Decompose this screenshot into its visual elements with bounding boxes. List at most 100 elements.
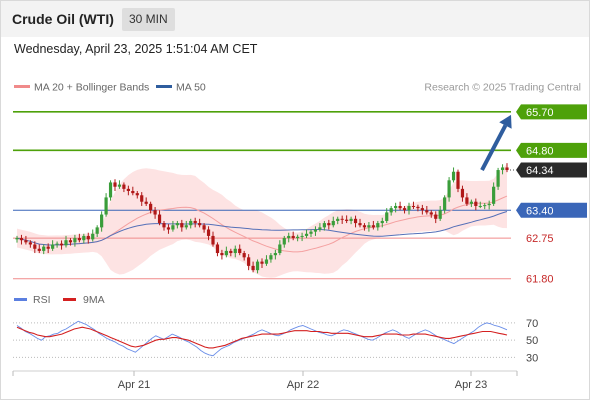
candle bbox=[126, 188, 130, 191]
candle bbox=[460, 188, 465, 198]
level-label-current: 64.34 bbox=[526, 165, 554, 177]
candle bbox=[483, 205, 487, 207]
candle bbox=[438, 210, 442, 219]
ma50-legend-swatch bbox=[156, 85, 172, 88]
level-tag-resistance bbox=[516, 142, 587, 158]
candle bbox=[500, 167, 505, 171]
candle bbox=[233, 248, 237, 254]
candle bbox=[296, 236, 300, 239]
rsi-tick-label: 50 bbox=[526, 335, 538, 347]
price-panel: 65.70 64.80 64.34 63.40 62.75 61.80 bbox=[13, 104, 587, 286]
candle bbox=[171, 225, 175, 230]
candle bbox=[505, 167, 509, 171]
candle bbox=[166, 227, 171, 230]
candle bbox=[19, 238, 24, 241]
candle bbox=[394, 205, 398, 209]
candle bbox=[411, 205, 416, 207]
candle bbox=[184, 225, 188, 228]
candle bbox=[345, 219, 349, 221]
candle bbox=[82, 235, 86, 241]
candle bbox=[340, 218, 344, 220]
candle bbox=[64, 240, 68, 246]
candle bbox=[416, 206, 420, 209]
candle bbox=[425, 210, 429, 213]
candle bbox=[492, 186, 496, 204]
bollinger-band bbox=[17, 164, 507, 278]
candle bbox=[224, 250, 228, 256]
candle bbox=[443, 197, 447, 211]
x-tick-label: Apr 22 bbox=[287, 379, 319, 391]
candle bbox=[117, 184, 122, 187]
candle bbox=[478, 205, 482, 207]
candle bbox=[162, 223, 166, 228]
header-bar: Crude Oil (WTI) 30 MIN bbox=[1, 1, 589, 37]
candle bbox=[447, 180, 451, 198]
forecast-arrow-shaft bbox=[480, 124, 508, 171]
candle bbox=[189, 220, 193, 226]
candle bbox=[487, 203, 491, 206]
x-axis: Apr 21 Apr 22 Apr 23 bbox=[12, 371, 518, 391]
candle bbox=[153, 210, 157, 215]
candle bbox=[149, 203, 153, 211]
candle bbox=[193, 220, 197, 224]
candle bbox=[278, 244, 282, 254]
level-label-target: 65.70 bbox=[526, 107, 554, 119]
candle bbox=[291, 235, 295, 239]
candle bbox=[300, 235, 304, 237]
ma20-legend-swatch bbox=[14, 85, 30, 88]
rsi-legend-swatch bbox=[14, 298, 27, 301]
candle bbox=[336, 218, 340, 221]
candle bbox=[287, 235, 291, 239]
candle bbox=[313, 229, 318, 232]
rsi-panel: 30 50 70 bbox=[13, 318, 538, 364]
candle bbox=[434, 214, 438, 219]
candle bbox=[264, 259, 269, 264]
candle bbox=[429, 212, 433, 215]
timeframe-badge[interactable]: 30 MIN bbox=[122, 8, 175, 31]
rsi-line bbox=[16, 320, 508, 357]
candle bbox=[242, 253, 246, 258]
x-tick-label: Apr 21 bbox=[118, 379, 150, 391]
candle bbox=[229, 250, 233, 254]
candle bbox=[353, 218, 358, 224]
candle bbox=[371, 225, 375, 228]
candle bbox=[255, 261, 260, 271]
candle bbox=[122, 184, 126, 189]
level-tag-target bbox=[516, 104, 587, 120]
candle bbox=[206, 229, 211, 236]
candle bbox=[55, 243, 59, 245]
level-tag-pivot bbox=[516, 202, 587, 218]
candle bbox=[389, 208, 393, 213]
candle bbox=[367, 225, 371, 228]
candle bbox=[318, 227, 322, 230]
candle bbox=[251, 265, 255, 271]
candle bbox=[144, 201, 148, 204]
candle bbox=[46, 246, 50, 249]
candle bbox=[260, 261, 264, 264]
candle bbox=[202, 225, 206, 230]
level-tag-current bbox=[516, 162, 587, 178]
candle bbox=[86, 235, 90, 240]
candle bbox=[42, 246, 46, 251]
candle bbox=[15, 238, 19, 240]
candle bbox=[474, 201, 478, 206]
candle bbox=[59, 243, 64, 246]
ma20-legend-label: MA 20 + Bollinger Bands bbox=[34, 82, 149, 94]
candle bbox=[33, 244, 37, 249]
candle bbox=[51, 244, 55, 249]
candle bbox=[135, 193, 139, 196]
candle bbox=[108, 182, 113, 198]
rsi-tick-label: 30 bbox=[526, 352, 538, 364]
candle bbox=[398, 205, 402, 209]
rsi-ma-legend-label: 9MA bbox=[83, 294, 105, 306]
candle bbox=[327, 223, 331, 226]
candle bbox=[157, 214, 162, 224]
candle bbox=[496, 170, 500, 187]
candle bbox=[331, 220, 335, 226]
candle bbox=[269, 255, 273, 260]
candle bbox=[465, 197, 469, 204]
forecast-arrow-head bbox=[499, 114, 512, 129]
candle bbox=[469, 201, 473, 204]
candle bbox=[211, 235, 215, 245]
